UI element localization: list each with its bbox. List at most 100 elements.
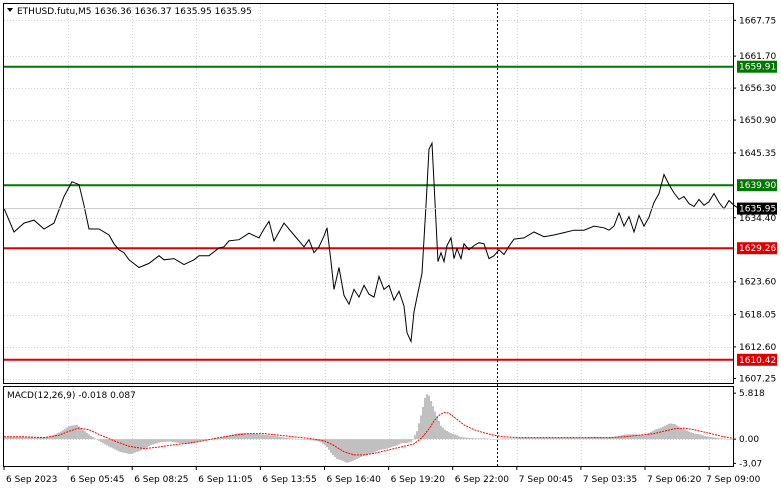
current-price-tag xyxy=(737,202,777,215)
macd-bar xyxy=(640,434,642,440)
macd-bar xyxy=(500,438,502,440)
macd-bar xyxy=(314,439,316,441)
price-tick-label: 1618.05 xyxy=(739,311,776,321)
macd-bar xyxy=(604,437,606,440)
macd-bar xyxy=(680,427,682,440)
macd-bar xyxy=(464,437,466,440)
macd-bar xyxy=(42,437,44,440)
macd-bar xyxy=(108,439,110,447)
macd-bar xyxy=(192,439,194,444)
macd-bar xyxy=(246,433,248,440)
macd-bar xyxy=(20,436,22,440)
chart-title: ETHUSD.futu,M5 1636.36 1636.37 1635.95 1… xyxy=(17,7,252,17)
macd-bar xyxy=(224,436,226,440)
macd-bar xyxy=(396,439,398,446)
macd-bar xyxy=(600,437,602,440)
macd-bar xyxy=(352,439,354,461)
macd-bar xyxy=(204,439,206,441)
macd-bar xyxy=(484,438,486,440)
macd-bar xyxy=(512,438,514,440)
macd-bar xyxy=(56,433,58,440)
macd-bar xyxy=(166,439,168,442)
macd-bar xyxy=(326,439,328,448)
price-series-line xyxy=(3,141,740,344)
macd-bar xyxy=(104,439,106,445)
macd-bar xyxy=(532,437,534,440)
macd-tick-label: 0.00 xyxy=(739,435,759,445)
macd-bar xyxy=(448,432,450,440)
macd-bar xyxy=(300,439,302,440)
macd-bar xyxy=(136,439,138,452)
macd-bar xyxy=(666,424,668,440)
macd-bar xyxy=(68,426,70,440)
horizontal-levels[interactable]: 1659.91 1639.90 1629.26 1610.42 xyxy=(4,60,777,366)
macd-bar xyxy=(632,434,634,440)
macd-bar xyxy=(516,438,518,440)
macd-bar xyxy=(312,439,314,441)
macd-bar xyxy=(264,434,266,440)
macd-histogram xyxy=(4,394,736,463)
time-tick-label: 6 Sep 05:45 xyxy=(70,475,124,485)
support-level-tag xyxy=(737,242,777,255)
macd-bar xyxy=(110,439,112,448)
price-tick-label: 1623.60 xyxy=(739,278,776,288)
macd-bar xyxy=(648,432,650,440)
macd-bar xyxy=(370,439,372,454)
macd-bar xyxy=(704,435,706,440)
macd-bar xyxy=(88,434,90,440)
macd-bar xyxy=(96,439,98,440)
macd-bar xyxy=(194,439,196,443)
macd-bar xyxy=(674,424,676,440)
macd-bar xyxy=(36,437,38,440)
macd-bar xyxy=(282,437,284,440)
macd-bar xyxy=(710,436,712,440)
macd-bar xyxy=(718,438,720,440)
macd-bar xyxy=(422,406,424,440)
macd-bar xyxy=(202,439,204,441)
macd-label: MACD(12,26,9) -0.018 0.087 xyxy=(7,391,136,401)
macd-bar xyxy=(170,439,172,442)
macd-bar xyxy=(94,438,96,440)
macd-bar xyxy=(6,437,8,440)
macd-bar xyxy=(630,434,632,440)
macd-bar xyxy=(540,437,542,440)
macd-bar xyxy=(388,439,390,448)
macd-bar xyxy=(650,431,652,440)
macd-bar xyxy=(688,431,690,440)
macd-bar xyxy=(716,437,718,440)
macd-bar xyxy=(320,439,322,443)
macd-bar xyxy=(362,439,364,457)
macd-bar xyxy=(336,439,338,459)
macd-bar xyxy=(404,439,406,444)
macd-bar xyxy=(588,437,590,440)
macd-bar xyxy=(134,439,136,453)
macd-bar xyxy=(628,434,630,440)
macd-bar xyxy=(60,431,62,440)
triangle-down-icon[interactable] xyxy=(7,8,13,12)
macd-bar xyxy=(684,429,686,440)
macd-bar xyxy=(332,439,334,456)
macd-bar xyxy=(290,438,292,440)
macd-bar xyxy=(476,438,478,440)
macd-bar xyxy=(344,439,346,462)
macd-bar xyxy=(262,434,264,440)
macd-bar xyxy=(292,438,294,440)
macd-bar xyxy=(374,439,376,452)
macd-bar xyxy=(570,437,572,440)
macd-bar xyxy=(126,439,128,454)
macd-bar xyxy=(102,439,104,444)
macd-bar xyxy=(188,439,190,444)
macd-bar xyxy=(266,434,268,440)
macd-bar xyxy=(52,435,54,440)
macd-bar xyxy=(286,437,288,440)
macd-bar xyxy=(410,439,412,442)
macd-bar xyxy=(670,423,672,440)
macd-bar xyxy=(24,437,26,440)
macd-bar xyxy=(602,437,604,440)
macd-bar xyxy=(296,438,298,440)
macd-bar xyxy=(276,436,278,440)
macd-bar xyxy=(668,423,670,440)
macd-bar xyxy=(608,437,610,440)
macd-bar xyxy=(590,437,592,440)
